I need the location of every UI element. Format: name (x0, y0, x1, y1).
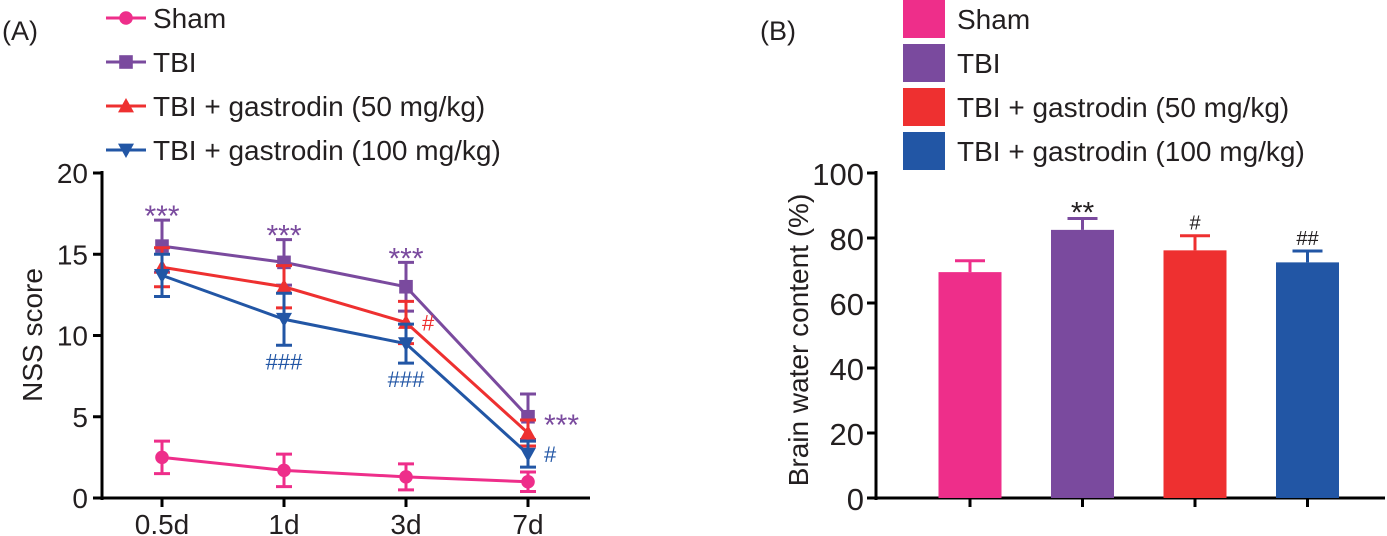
legend-label: TBI + gastrodin (100 mg/kg) (957, 136, 1305, 167)
x-tick-label-a: 7d (512, 509, 543, 536)
data-point (399, 279, 413, 294)
x-tick-label-a: 0.5d (135, 509, 190, 536)
bar-group (938, 259, 1002, 498)
bar-group: # (1163, 213, 1227, 498)
legend-marker-icon (119, 55, 133, 69)
significance-marker: *** (388, 242, 423, 275)
plot-area-b: ** ### (938, 197, 1339, 498)
significance-marker: # (544, 442, 557, 467)
y-tick-label-b: 20 (830, 417, 864, 452)
legend-item: TBI (106, 47, 197, 78)
series-line (161, 455, 529, 484)
legend-label: TBI (957, 48, 1001, 79)
y-tick-label-b: 100 (812, 157, 864, 192)
legend-item: Sham (106, 3, 226, 34)
y-tick-label-b: 40 (830, 352, 864, 387)
legend-swatch-icon (903, 88, 945, 126)
x-tick-label-a: 1d (268, 509, 299, 536)
data-point (276, 278, 292, 294)
data-point (154, 268, 170, 284)
panel-b: (B) Sham TBI TBI + gastrodin (50 mg/kg) TBI… (760, 0, 1385, 517)
legend-item: TBI + gastrodin (50 mg/kg) (106, 91, 485, 122)
data-point (276, 312, 292, 328)
y-tick-label-a: 0 (72, 483, 88, 514)
y-tick-label-b: 60 (830, 287, 864, 322)
significance-marker: # (422, 311, 435, 336)
panel-a: (A) Sham TBI TBI + gastrodin (50 mg/kg) TBI… (2, 3, 590, 536)
legend-marker-icon (118, 98, 134, 113)
panel-b-label: (B) (760, 16, 796, 46)
legend-label: TBI (153, 47, 197, 78)
y-axis-label-a: NSS score (17, 268, 48, 402)
y-tick-label-a: 10 (57, 321, 88, 352)
legend-label: Sham (957, 4, 1030, 35)
axes-a: 0 5 10 15 20 0.5d 1d 3d 7d (57, 158, 590, 536)
significance-marker: ## (1296, 228, 1319, 250)
bar-group: ** (1051, 197, 1114, 498)
y-tick-label-a: 20 (57, 158, 88, 189)
legend-item: TBI (903, 44, 1001, 82)
y-tick-label-a: 15 (57, 239, 88, 270)
bar (1276, 262, 1339, 498)
significance-marker: ### (266, 349, 303, 374)
significance-marker: # (1189, 213, 1201, 235)
significance-marker: ** (1071, 197, 1095, 230)
legend-item: TBI + gastrodin (100 mg/kg) (903, 132, 1305, 170)
legend-label: TBI + gastrodin (50 mg/kg) (153, 91, 485, 122)
y-tick-label-b: 0 (847, 482, 864, 517)
bar-group: ## (1276, 228, 1339, 498)
data-point (520, 447, 536, 463)
plot-area-a: ************######## (144, 200, 579, 493)
significance-marker: *** (266, 220, 301, 253)
legend-label: TBI + gastrodin (100 mg/kg) (153, 135, 501, 166)
legend-marker-icon (118, 143, 134, 158)
series-tbi (154, 218, 536, 441)
y-tick-label-b: 80 (830, 222, 864, 257)
legend-swatch-icon (903, 44, 945, 82)
legend-item: TBI + gastrodin (100 mg/kg) (106, 135, 501, 166)
bar (938, 272, 1002, 498)
legend-item: TBI + gastrodin (50 mg/kg) (903, 88, 1289, 126)
series-line (161, 244, 530, 418)
data-point (277, 463, 291, 478)
significance-marker: ### (388, 367, 425, 392)
data-point (399, 470, 413, 484)
data-point (155, 450, 169, 465)
legend-marker-icon (119, 11, 133, 25)
legend-b: Sham TBI TBI + gastrodin (50 mg/kg) TBI + g… (903, 0, 1305, 170)
data-point (521, 474, 535, 489)
legend-label: Sham (153, 3, 226, 34)
data-point (155, 239, 169, 253)
data-point (398, 337, 414, 352)
x-tick-label-a: 3d (390, 509, 421, 536)
legend-swatch-icon (903, 0, 945, 38)
y-axis-label-b: Brain water content (%) (783, 194, 814, 487)
significance-marker: *** (144, 200, 179, 233)
data-point (520, 425, 536, 440)
series-line (161, 273, 530, 456)
legend-swatch-icon (903, 132, 945, 170)
series-g100 (154, 252, 536, 469)
bar (1051, 229, 1114, 498)
legend-item: Sham (903, 0, 1030, 38)
series-sham (154, 439, 536, 493)
panel-a-label: (A) (2, 16, 38, 46)
legend-label: TBI + gastrodin (50 mg/kg) (957, 92, 1289, 123)
legend-a: Sham TBI TBI + gastrodin (50 mg/kg) TBI + g… (106, 3, 501, 166)
series-line (161, 265, 530, 435)
y-tick-label-a: 5 (72, 402, 88, 433)
series-g50 (154, 246, 536, 448)
bar (1163, 250, 1227, 498)
significance-marker: *** (544, 409, 579, 442)
